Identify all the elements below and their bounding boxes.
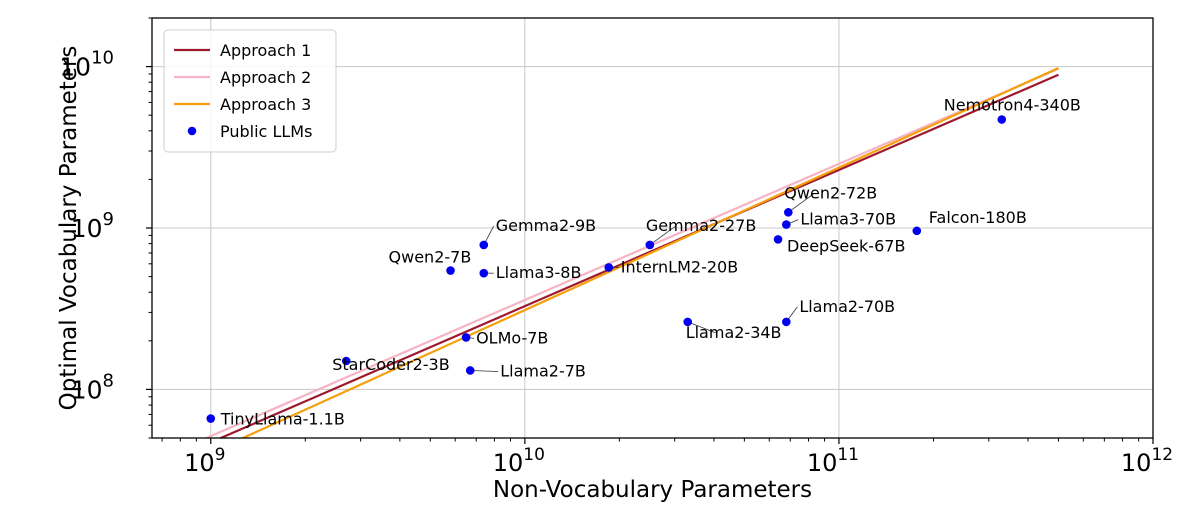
- data-point: [912, 226, 922, 236]
- x-tick-label: 109: [184, 445, 225, 477]
- point-label: OLMo-7B: [476, 328, 548, 347]
- point-label: TinyLlama-1.1B: [220, 410, 345, 429]
- x-tick-label: 1010: [493, 445, 545, 477]
- label-leader: [470, 370, 499, 372]
- point-label: Nemotron4-340B: [944, 96, 1081, 115]
- y-tick-exponent: 9: [103, 209, 114, 230]
- legend-marker-swatch: [187, 126, 197, 136]
- x-tick-exponent: 11: [837, 445, 859, 465]
- point-label: Qwen2-7B: [389, 248, 472, 267]
- point-label: StarCoder2-3B: [332, 355, 449, 374]
- y-tick-exponent: 10: [91, 48, 114, 69]
- fit-line-approach-2: [203, 67, 1059, 438]
- data-point: [446, 266, 455, 275]
- data-point: [461, 333, 471, 342]
- data-point: [479, 268, 489, 278]
- fit-line-approach-3: [240, 67, 1059, 438]
- legend-label: Approach 2: [220, 68, 311, 87]
- point-label: Llama3-8B: [496, 263, 582, 282]
- label-leader: [649, 225, 677, 246]
- data-point: [341, 356, 351, 366]
- data-point: [782, 220, 791, 229]
- data-point: [206, 414, 216, 423]
- point-label: Falcon-180B: [929, 208, 1027, 227]
- data-point: [683, 317, 692, 327]
- data-point: [604, 263, 614, 272]
- x-tick-exponent: 12: [1151, 445, 1173, 465]
- data-point: [465, 366, 475, 375]
- point-label: Gemma2-27B: [646, 216, 757, 235]
- data-point: [645, 240, 655, 250]
- x-tick-exponent: 10: [523, 445, 545, 465]
- data-point: [773, 235, 783, 244]
- plot-points: TinyLlama-1.1B StarCoder2-3B OLMo-7B Llama2…: [206, 96, 1081, 429]
- x-tick-label: 1012: [1121, 445, 1173, 477]
- data-point: [997, 115, 1007, 124]
- label-leader: [788, 193, 815, 213]
- legend-label: Public LLMs: [220, 122, 312, 141]
- point-label: Llama2-34B: [686, 323, 782, 342]
- label-leader: [687, 321, 716, 334]
- x-tick-exponent: 9: [215, 445, 226, 465]
- point-label: InternLM2-20B: [621, 257, 738, 276]
- point-label: Qwen2-72B: [784, 183, 877, 202]
- point-label: Llama2-7B: [500, 361, 586, 380]
- y-tick-label: 1010: [59, 48, 114, 82]
- data-point: [479, 240, 489, 250]
- legend: Approach 1 Approach 2 Approach 3 Public LLM…: [163, 29, 337, 153]
- point-label: Llama2-70B: [799, 297, 895, 316]
- data-point: [784, 208, 793, 217]
- y-tick-exponent: 8: [103, 370, 114, 391]
- fit-line-approach-1: [218, 73, 1059, 438]
- legend-label: Approach 1: [220, 41, 311, 60]
- plot-series: [203, 67, 1059, 438]
- point-label: DeepSeek-67B: [787, 236, 905, 255]
- x-tick-label: 1011: [807, 445, 859, 477]
- point-label: Llama3-70B: [800, 210, 896, 229]
- y-axis-title: Optimal Vocabulary Parameters: [56, 46, 82, 411]
- legend-box: [163, 29, 337, 153]
- data-point: [782, 317, 791, 327]
- x-axis-title: Non-Vocabulary Parameters: [493, 477, 812, 503]
- point-label: Gemma2-9B: [496, 216, 596, 235]
- legend-label: Approach 3: [220, 95, 311, 114]
